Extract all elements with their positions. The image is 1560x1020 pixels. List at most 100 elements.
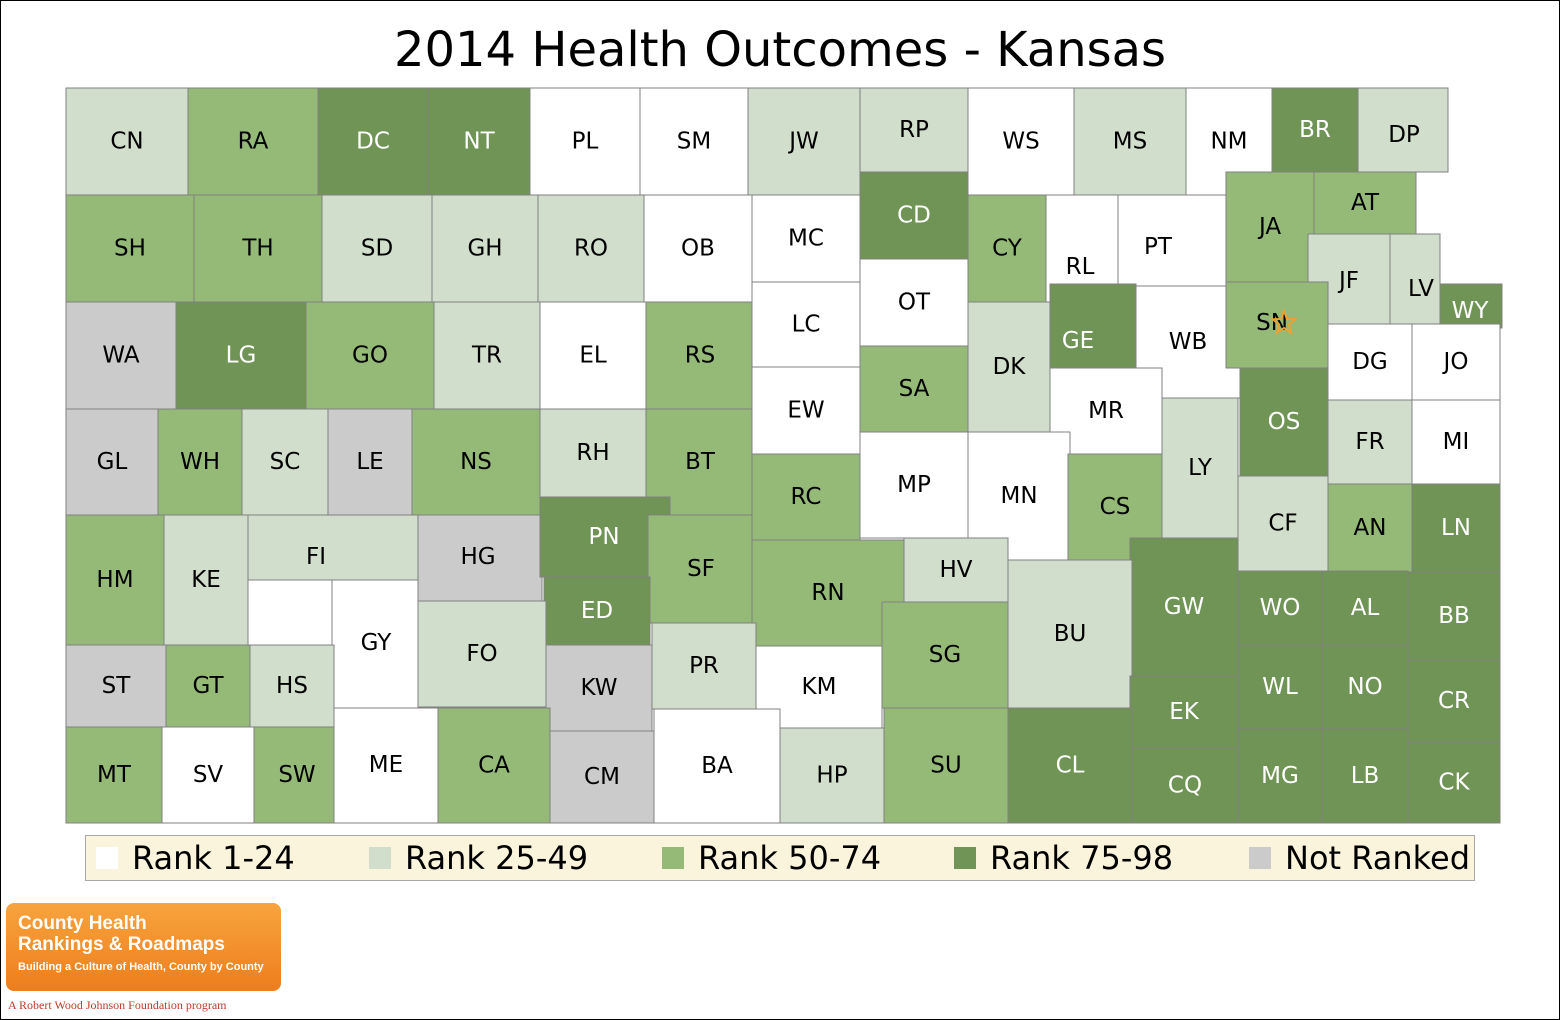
county-label-km: KM <box>802 674 837 700</box>
county-mg <box>1237 728 1323 824</box>
legend: Rank 1-24 Rank 25-49 Rank 50-74 Rank 75-98 N… <box>85 835 1475 881</box>
county-label-sa: SA <box>899 376 930 402</box>
county-label-mc: MC <box>788 226 824 252</box>
county-dc <box>317 87 429 196</box>
county-label-rc: RC <box>791 484 822 510</box>
county-cl <box>1007 707 1133 824</box>
county-label-fi: FI <box>306 544 326 570</box>
county-label-dk: DK <box>993 354 1027 380</box>
county-label-hv: HV <box>939 557 972 583</box>
sponsor-text: A Robert Wood Johnson Foundation program <box>8 998 227 1012</box>
county-label-su: SU <box>930 753 961 779</box>
county-ns <box>411 408 541 516</box>
county-label-ro: RO <box>574 236 608 262</box>
county-al <box>1321 570 1409 646</box>
county-label-pt: PT <box>1144 234 1173 260</box>
county-label-al: AL <box>1351 595 1380 621</box>
county-label-sd: SD <box>361 236 393 262</box>
county-label-wy: WY <box>1452 298 1490 324</box>
county-label-el: EL <box>579 343 607 369</box>
logo-line1: County Health <box>18 913 147 934</box>
county-label-rl: RL <box>1066 254 1095 280</box>
logo-tagline: Building a Culture of Health, County by … <box>18 961 264 973</box>
county-label-mi: MI <box>1443 429 1470 455</box>
county-pt <box>1117 194 1227 291</box>
county-wo <box>1237 570 1323 646</box>
county-sf <box>647 514 755 624</box>
county-fr <box>1327 399 1413 485</box>
county-gt <box>165 644 251 728</box>
county-cn <box>65 87 189 196</box>
county-label-st: ST <box>102 673 132 699</box>
map-title: 2014 Health Outcomes - Kansas <box>393 22 1167 78</box>
county-hv <box>903 537 1009 603</box>
county-dg <box>1327 323 1413 401</box>
county-wh <box>157 408 243 516</box>
county-label-pl: PL <box>572 129 599 155</box>
county-sc <box>241 408 329 516</box>
county-label-os: OS <box>1268 409 1301 435</box>
county-cr <box>1407 659 1501 743</box>
county-label-ms: MS <box>1113 129 1147 155</box>
county-hs <box>249 644 335 728</box>
county-kw <box>545 644 653 732</box>
county-hp <box>779 727 885 824</box>
county-label-lg: LG <box>226 343 257 369</box>
county-me <box>333 707 441 824</box>
county-ly <box>1161 397 1239 539</box>
county-label-jw: JW <box>787 129 819 155</box>
county-label-sh: SH <box>114 236 146 262</box>
county-label-hm: HM <box>96 567 133 593</box>
county-label-ek: EK <box>1169 699 1200 725</box>
county-label-bt: BT <box>685 449 716 475</box>
county-label-dg: DG <box>1352 349 1388 375</box>
county-label-jf: JF <box>1337 268 1359 294</box>
legend-item: Rank 25-49 <box>369 836 588 880</box>
county-label-ew: EW <box>787 398 824 424</box>
county-label-rs: RS <box>685 343 716 369</box>
county-cm <box>549 730 655 824</box>
county-label-an: AN <box>1354 515 1387 541</box>
county-label-th: TH <box>241 236 273 262</box>
county-label-ck: CK <box>1438 770 1470 796</box>
county-st <box>65 644 167 728</box>
county-at <box>1313 171 1417 235</box>
county-label-mg: MG <box>1261 763 1299 789</box>
county-label-sg: SG <box>929 642 961 668</box>
county-label-lv: LV <box>1408 276 1434 302</box>
county-dk <box>967 301 1051 433</box>
legend-swatch <box>954 847 976 869</box>
county-rn <box>751 539 905 647</box>
county-label-cy: CY <box>992 236 1023 262</box>
county-label-ln: LN <box>1441 515 1471 541</box>
county-label-sf: SF <box>687 556 715 582</box>
county-label-cl: CL <box>1056 753 1085 779</box>
county-label-dc: DC <box>356 129 390 155</box>
legend-item: Rank 50-74 <box>662 836 881 880</box>
county-label-fr: FR <box>1355 429 1384 455</box>
county-labels: CN RA DC NT PL SM JW RP WS MS NM BR DP SH TH SD GH RO OB MC… <box>96 117 1489 799</box>
county-label-ke: KE <box>191 567 221 593</box>
county-label-gy: GY <box>361 630 393 656</box>
county-wy <box>1439 283 1503 329</box>
county-gw <box>1129 537 1239 677</box>
county-bb <box>1407 571 1501 661</box>
county-label-ge: GE <box>1062 328 1094 354</box>
county-label-gt: GT <box>192 673 224 699</box>
county-ca <box>437 707 551 824</box>
county-label-wa: WA <box>102 343 139 369</box>
county-rs <box>645 301 755 410</box>
county-label-fo: FO <box>466 641 497 667</box>
county-label-cn: CN <box>110 129 143 155</box>
county-label-ot: OT <box>898 290 931 316</box>
county-label-cf: CF <box>1268 511 1297 537</box>
county-rh <box>539 408 647 498</box>
county-label-ly: LY <box>1188 455 1213 481</box>
county-sa <box>859 345 969 433</box>
county-label-go: GO <box>352 343 388 369</box>
county-gy <box>331 579 419 709</box>
county-label-ws: WS <box>1002 129 1039 155</box>
county-label-ra: RA <box>238 129 269 155</box>
legend-swatch <box>96 847 118 869</box>
